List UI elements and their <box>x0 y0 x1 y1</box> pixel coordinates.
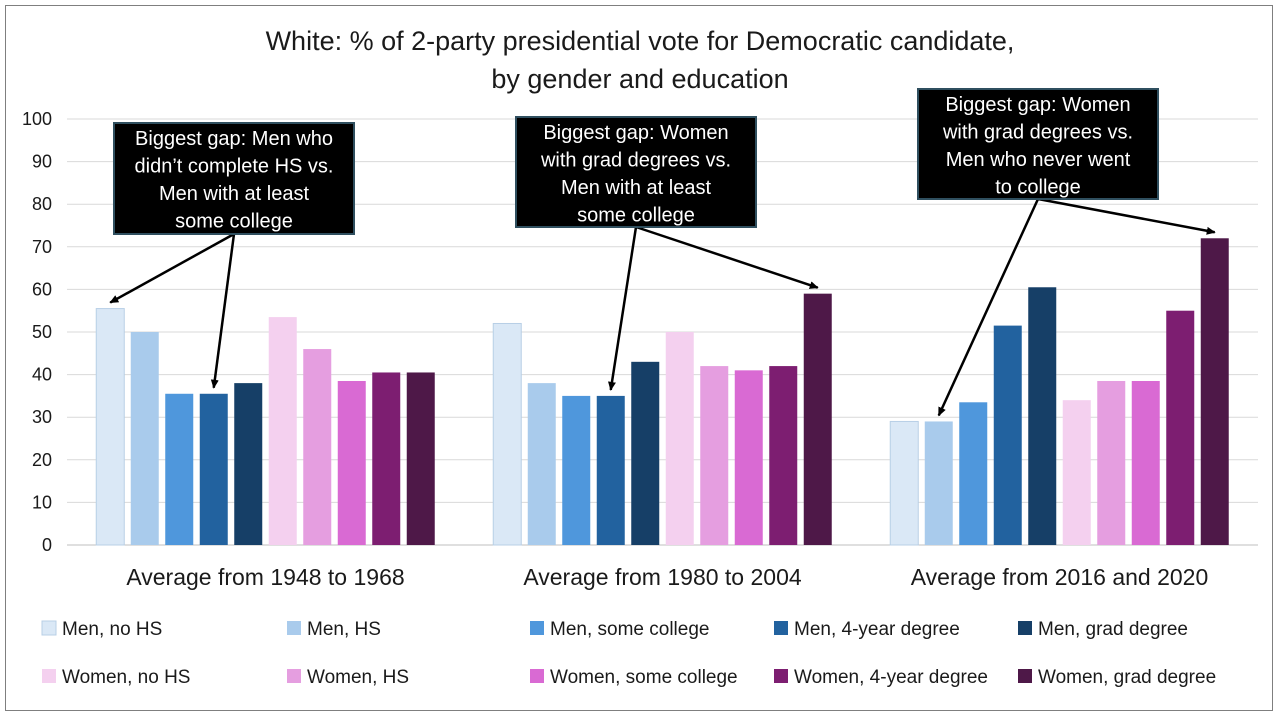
legend-label: Women, grad degree <box>1038 667 1216 688</box>
annotation-arrow <box>635 225 819 289</box>
annotation-text: Biggest gap: Women <box>543 122 728 144</box>
x-axis: Average from 1948 to 1968 Average from 19… <box>126 564 1208 590</box>
chart-title-line-2: by gender and education <box>491 64 788 94</box>
annotation-box <box>917 88 1159 200</box>
bar <box>1166 310 1195 545</box>
legend-swatch <box>530 621 544 635</box>
legend-label: Women, some college <box>550 667 738 688</box>
bar <box>165 393 194 545</box>
annotation-text: some college <box>577 205 695 227</box>
annotations: Biggest gap: Men who didn’t complete HS v… <box>113 88 1159 235</box>
legend-swatch <box>774 621 788 635</box>
bars <box>95 238 1229 546</box>
bar <box>1097 380 1126 545</box>
annotation-arrows <box>109 197 1216 417</box>
bar <box>1200 238 1229 545</box>
x-tick-label: Average from 1980 to 2004 <box>523 564 802 590</box>
y-tick-label: 80 <box>32 194 52 214</box>
bar <box>268 317 297 545</box>
y-tick-label: 30 <box>32 407 52 427</box>
annotation-text: Biggest gap: Women <box>945 94 1130 116</box>
bar <box>337 380 366 545</box>
y-tick-label: 60 <box>32 279 52 299</box>
y-tick-label: 70 <box>32 237 52 257</box>
legend-swatch <box>530 669 544 683</box>
annotation-text: to college <box>995 177 1081 199</box>
x-tick-label: Average from 1948 to 1968 <box>126 564 404 590</box>
bar <box>665 332 694 545</box>
annotation-arrow <box>109 232 235 304</box>
y-tick-label: 10 <box>32 492 52 512</box>
y-tick-label: 0 <box>42 535 52 555</box>
legend-swatch <box>287 621 301 635</box>
bar <box>95 308 125 546</box>
bar <box>234 383 263 545</box>
bar <box>596 395 625 545</box>
annotation-text: with grad degrees vs. <box>942 122 1133 144</box>
legend-label: Men, grad degree <box>1038 619 1188 640</box>
y-tick-label: 100 <box>22 109 52 129</box>
legend-label: Men, 4-year degree <box>794 619 960 640</box>
annotation-arrow <box>1037 197 1216 235</box>
bar <box>700 366 729 545</box>
y-tick-label: 90 <box>32 152 52 172</box>
bar <box>959 402 988 545</box>
legend-label: Women, HS <box>307 667 409 688</box>
annotation-text: some college <box>175 211 293 233</box>
bar <box>889 420 919 546</box>
bar <box>492 322 522 546</box>
annotation-text: with grad degrees vs. <box>540 150 731 172</box>
annotation-text: Men with at least <box>561 177 712 199</box>
legend: Men, no HS Men, HS Men, some college Men, 4… <box>41 619 1216 688</box>
legend-label: Women, 4-year degree <box>794 667 988 688</box>
legend-label: Men, no HS <box>62 619 162 640</box>
bar <box>130 332 159 545</box>
bar <box>199 393 228 545</box>
bar <box>1062 400 1091 545</box>
annotation-text: didn’t complete HS vs. <box>135 156 334 178</box>
bar <box>993 325 1022 545</box>
bar <box>924 421 953 545</box>
annotation-arrow <box>210 233 236 389</box>
legend-swatch <box>287 669 301 683</box>
legend-label: Women, no HS <box>62 667 190 688</box>
y-axis: 0 10 20 30 40 50 60 70 80 90 100 <box>22 109 52 555</box>
bar <box>406 372 435 545</box>
legend-swatch <box>42 669 56 683</box>
bar <box>734 370 763 545</box>
annotation-arrow <box>608 226 638 391</box>
bar <box>803 293 832 545</box>
y-tick-label: 20 <box>32 450 52 470</box>
chart-title-line-1: White: % of 2-party presidential vote fo… <box>266 26 1015 56</box>
bar <box>527 383 556 545</box>
y-tick-label: 50 <box>32 322 52 342</box>
x-tick-label: Average from 2016 and 2020 <box>911 564 1209 590</box>
legend-label: Men, some college <box>550 619 709 640</box>
bar <box>769 366 798 545</box>
legend-label: Men, HS <box>307 619 381 640</box>
annotation-arrow <box>937 198 1040 417</box>
bar <box>631 361 660 545</box>
y-tick-label: 40 <box>32 365 52 385</box>
legend-swatch <box>774 669 788 683</box>
annotation-box <box>515 116 757 228</box>
bar <box>562 395 591 545</box>
bar <box>1028 287 1057 545</box>
chart-title: White: % of 2-party presidential vote fo… <box>266 26 1015 94</box>
legend-swatch <box>1018 621 1032 635</box>
annotation-text: Men with at least <box>159 183 310 205</box>
bar <box>372 372 401 545</box>
annotation-text: Biggest gap: Men who <box>135 128 333 150</box>
legend-swatch <box>41 620 57 636</box>
chart-frame <box>5 5 1273 711</box>
annotation-text: Men who never went <box>946 149 1131 171</box>
annotation-box <box>113 122 355 235</box>
bar <box>1131 380 1160 545</box>
bar <box>303 349 332 545</box>
legend-swatch <box>1018 669 1032 683</box>
